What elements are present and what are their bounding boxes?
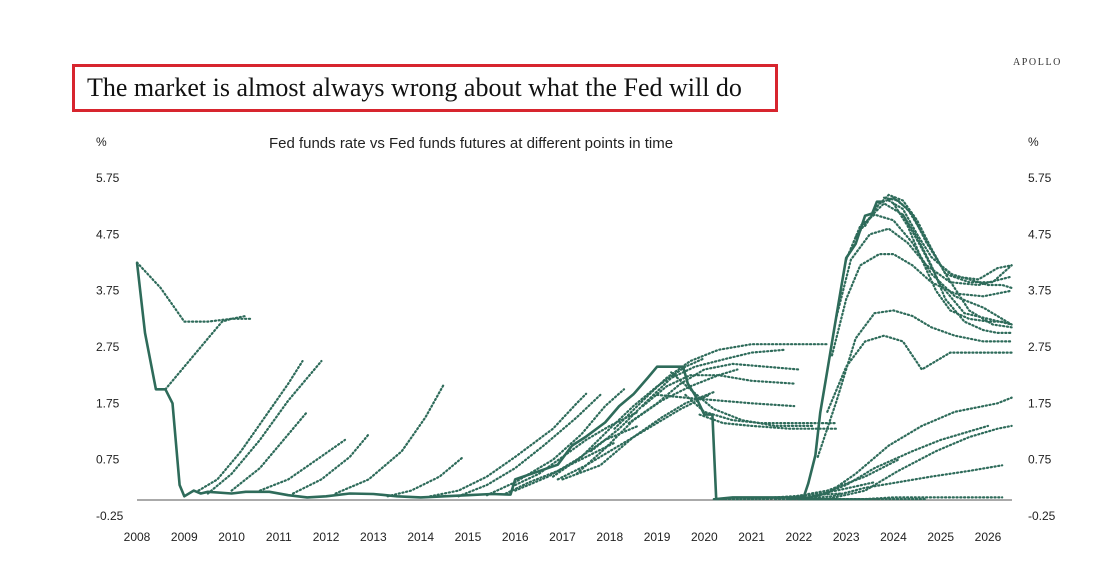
x-tick-label: 2022 — [786, 530, 813, 544]
y-tick-label-left: 1.75 — [96, 396, 120, 410]
y-axis-unit-left: % — [96, 135, 107, 149]
futures-curve — [386, 455, 465, 498]
y-tick-label-left: 3.75 — [96, 284, 120, 298]
y-axis-unit-right: % — [1028, 135, 1039, 149]
y-tick-label-right: 4.75 — [1028, 227, 1052, 241]
futures-curve — [230, 410, 309, 492]
chart-title: Fed funds rate vs Fed funds futures at d… — [268, 135, 674, 152]
x-tick-label: 2013 — [360, 530, 387, 544]
futures-curve — [826, 334, 1013, 413]
fed-funds-rate-line — [135, 200, 882, 501]
futures-curve — [788, 424, 990, 501]
futures-curve — [206, 360, 323, 495]
futures-curve — [655, 393, 796, 408]
y-tick-label-left: -0.25 — [96, 509, 124, 523]
y-tick-label-right: 5.75 — [1028, 171, 1052, 185]
right-y-axis: -0.25 0.75 1.75 2.75 3.75 4.75 5.75 — [1028, 171, 1056, 523]
x-tick-label: 2010 — [218, 530, 245, 544]
x-tick-label: 2025 — [927, 530, 954, 544]
fed-funds-rate-path — [135, 200, 882, 501]
futures-curve — [485, 388, 626, 497]
futures-curve — [258, 438, 347, 492]
futures-curve — [797, 424, 1013, 501]
futures-curve — [901, 213, 1013, 334]
futures-curve — [334, 382, 446, 495]
futures-curve — [835, 227, 1013, 318]
x-tick-label: 2011 — [266, 530, 292, 544]
y-tick-label-right: 0.75 — [1028, 453, 1052, 467]
futures-curve — [892, 202, 1013, 326]
x-tick-label: 2008 — [124, 530, 151, 544]
y-tick-label-left: 4.75 — [96, 227, 120, 241]
x-tick-label: 2019 — [644, 530, 671, 544]
headline-box: The market is almost always wrong about … — [72, 64, 778, 112]
futures-curve — [514, 424, 640, 492]
futures-curve — [561, 391, 715, 481]
x-tick-label: 2026 — [975, 530, 1002, 544]
y-tick-label-left: 2.75 — [96, 340, 120, 354]
futures-curve — [670, 371, 815, 427]
x-tick-label: 2016 — [502, 530, 529, 544]
futures-curve — [613, 343, 829, 430]
futures-curve — [854, 202, 1013, 326]
futures-curve — [164, 314, 247, 391]
x-tick-label: 2014 — [407, 530, 434, 544]
x-tick-label: 2017 — [549, 530, 576, 544]
y-tick-label-right: -0.25 — [1028, 509, 1056, 523]
futures-curve — [457, 393, 602, 498]
futures-curve — [627, 362, 801, 425]
x-tick-label: 2021 — [738, 530, 765, 544]
y-tick-label-left: 0.75 — [96, 453, 120, 467]
futures-curve — [641, 374, 796, 408]
left-y-axis: -0.25 0.75 1.75 2.75 3.75 4.75 5.75 — [96, 171, 124, 523]
apollo-brand-logo: APOLLO — [1012, 57, 1062, 68]
futures-curve — [802, 464, 1004, 501]
x-tick-label: 2020 — [691, 530, 718, 544]
x-axis: 2008 2009 2010 2011 2012 2013 2014 2015 2016 2017… — [124, 499, 1012, 544]
x-tick-label: 2009 — [171, 530, 198, 544]
y-tick-label-right: 2.75 — [1028, 340, 1052, 354]
y-tick-label-left: 5.75 — [96, 171, 120, 185]
futures-curve — [551, 357, 706, 478]
futures-curve — [504, 441, 616, 495]
futures-curve — [816, 309, 1013, 458]
futures-curve — [135, 261, 252, 323]
x-tick-label: 2023 — [833, 530, 860, 544]
x-tick-label: 2024 — [880, 530, 907, 544]
futures-curve — [291, 433, 370, 495]
futures-curve — [887, 199, 1013, 289]
futures-curve — [830, 253, 1013, 357]
futures-curve — [698, 413, 838, 430]
y-tick-label-right: 3.75 — [1028, 284, 1052, 298]
x-tick-label: 2018 — [596, 530, 623, 544]
futures-curve — [197, 360, 304, 492]
futures-curve — [750, 458, 900, 501]
futures-curve — [845, 213, 1013, 326]
futures-curve — [807, 496, 1004, 501]
x-tick-label: 2012 — [313, 530, 340, 544]
futures-lines — [135, 193, 1013, 501]
futures-curve — [429, 392, 588, 498]
x-tick-label: 2015 — [455, 530, 482, 544]
futures-curve — [589, 348, 786, 453]
y-tick-label-right: 1.75 — [1028, 396, 1052, 410]
headline: The market is almost always wrong about … — [87, 73, 742, 102]
futures-curve — [797, 396, 1013, 501]
